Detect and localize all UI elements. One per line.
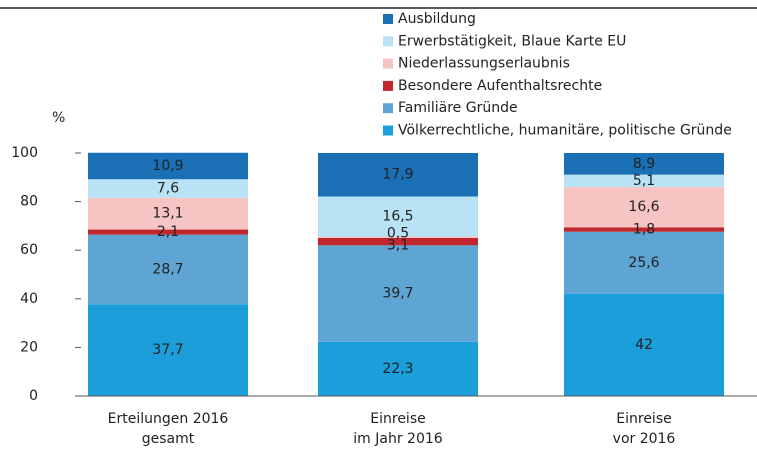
y-tick-label: 20 [20,339,38,355]
bar-segment [88,197,248,230]
y-tick-label: 100 [11,145,38,161]
legend-swatch [383,58,393,69]
value-label: 42 [635,337,653,353]
value-label: 10,9 [152,158,183,174]
bar-segment [88,304,248,396]
value-label: 0,5 [387,225,409,241]
bar-segment [318,236,478,238]
value-label: 16,5 [382,209,413,225]
value-label: 5,1 [633,173,655,189]
bar-segment [88,229,248,235]
bar-segment [318,237,478,246]
bar-segment [564,174,724,188]
y-tick-label: 40 [20,291,38,307]
legend-label: Besondere Aufenthaltsrechte [398,78,602,94]
value-label: 28,7 [152,262,183,278]
legend-label: Völkerrechtliche, humanitäre, politische… [398,123,732,139]
legend-swatch [383,103,393,114]
y-tick-label: 80 [20,194,38,210]
legend-swatch [383,80,393,91]
legend-label: Familiäre Gründe [398,100,518,116]
legend-label: Niederlassungserlaubnis [398,56,570,72]
value-label: 1,8 [633,222,655,238]
x-tick-label: Erteilungen 2016 gesamt [107,411,229,447]
y-tick-label: 0 [29,388,38,404]
legend-label: Erwerbstätigkeit, Blaue Karte EU [398,33,626,49]
bar-segment [88,234,248,305]
bar-segment [318,341,478,396]
bar-segment [564,227,724,232]
bar-segment [564,231,724,294]
value-label: 22,3 [382,361,413,377]
value-label: 37,7 [152,342,183,358]
value-label: 13,1 [152,206,183,222]
y-axis-label: % [52,110,65,126]
x-tick-label: Einreise vor 2016 [612,411,676,447]
bar-segment [564,293,724,396]
legend-swatch [383,125,393,136]
y-tick-label: 60 [20,242,38,258]
bar-segment [88,152,248,180]
legend-swatch [383,36,393,47]
bar-segment [318,153,478,197]
bar-segment [564,153,724,175]
value-label: 16,6 [628,199,659,215]
value-label: 39,7 [382,286,413,302]
legend-swatch [383,14,393,24]
value-label: 25,6 [628,255,659,271]
bar-segment [88,179,248,198]
value-label: 2,1 [157,224,179,240]
bar-segment [318,245,478,342]
value-label: 3,1 [387,237,409,253]
legend-label: Ausbildung [398,11,476,27]
x-tick-label: Einreise im Jahr 2016 [353,411,443,447]
value-label: 7,6 [157,180,179,196]
bar-segment [564,187,724,228]
value-label: 17,9 [382,167,413,183]
bar-segment [318,196,478,237]
value-label: 8,9 [633,156,655,172]
